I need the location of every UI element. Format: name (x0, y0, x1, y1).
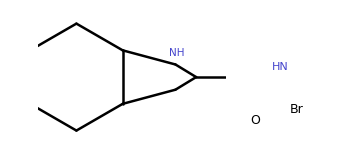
Text: Br: Br (290, 103, 304, 116)
Text: O: O (251, 114, 260, 127)
Text: NH: NH (169, 48, 184, 58)
Text: HN: HN (272, 62, 289, 72)
